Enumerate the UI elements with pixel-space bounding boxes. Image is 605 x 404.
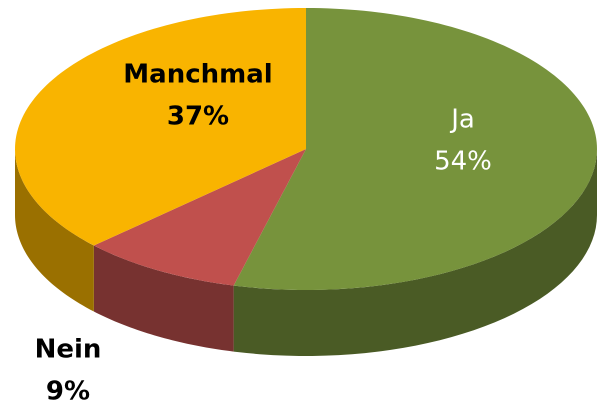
pie-slice <box>93 149 306 286</box>
slice-value-label: 54% <box>434 147 492 177</box>
pie-side <box>93 245 234 352</box>
slice-label: Manchmal <box>123 60 272 90</box>
pie-side <box>233 149 598 356</box>
pie-side <box>15 149 94 312</box>
slice-value-label: 37% <box>167 102 229 132</box>
slice-label: Ja <box>449 105 475 135</box>
pie-slice <box>15 8 307 246</box>
pie-slice <box>233 8 597 290</box>
slice-label: Nein <box>35 335 102 365</box>
slice-value-label: 9% <box>46 377 90 404</box>
